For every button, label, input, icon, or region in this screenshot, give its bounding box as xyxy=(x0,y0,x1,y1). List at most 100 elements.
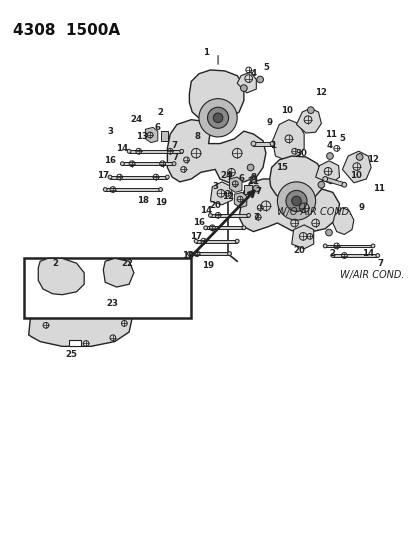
Polygon shape xyxy=(243,185,251,195)
Circle shape xyxy=(235,239,239,243)
Circle shape xyxy=(203,226,207,230)
Text: 21: 21 xyxy=(247,177,259,187)
Text: 24: 24 xyxy=(220,171,232,180)
Polygon shape xyxy=(196,240,237,243)
Polygon shape xyxy=(160,131,168,141)
Text: 4308  1500A: 4308 1500A xyxy=(13,23,120,38)
Text: 7: 7 xyxy=(377,259,383,268)
Polygon shape xyxy=(210,182,232,205)
Circle shape xyxy=(317,181,324,188)
Text: 22: 22 xyxy=(121,259,133,268)
Text: 30: 30 xyxy=(294,149,306,158)
Circle shape xyxy=(208,213,212,217)
Text: W/O AIR COND.: W/O AIR COND. xyxy=(277,207,352,217)
Circle shape xyxy=(109,298,116,305)
Polygon shape xyxy=(167,120,265,183)
Polygon shape xyxy=(272,120,304,160)
Text: 6: 6 xyxy=(238,174,244,183)
Text: 18: 18 xyxy=(182,251,194,260)
Text: 1: 1 xyxy=(269,141,275,150)
Text: 16: 16 xyxy=(104,156,116,165)
Text: W/AIR COND.: W/AIR COND. xyxy=(339,270,403,280)
Polygon shape xyxy=(122,162,173,165)
Text: 20: 20 xyxy=(293,246,304,255)
Bar xyxy=(24,259,191,318)
Text: 4: 4 xyxy=(326,141,332,150)
Text: 4: 4 xyxy=(250,69,256,78)
Circle shape xyxy=(199,99,237,137)
Polygon shape xyxy=(38,259,84,295)
Circle shape xyxy=(246,213,250,217)
Circle shape xyxy=(179,149,183,153)
Polygon shape xyxy=(189,252,229,255)
Text: 12: 12 xyxy=(366,155,378,164)
Text: 9: 9 xyxy=(358,203,364,212)
Polygon shape xyxy=(69,340,81,346)
Polygon shape xyxy=(103,259,133,287)
Circle shape xyxy=(356,154,362,160)
Text: 1: 1 xyxy=(202,48,208,57)
Text: 5: 5 xyxy=(339,134,344,143)
Text: 23: 23 xyxy=(107,299,119,308)
Circle shape xyxy=(270,141,274,146)
Polygon shape xyxy=(105,188,160,191)
Polygon shape xyxy=(332,208,353,235)
Text: 7: 7 xyxy=(171,141,177,150)
Circle shape xyxy=(249,176,256,182)
Polygon shape xyxy=(110,176,167,179)
Text: 3: 3 xyxy=(107,127,113,136)
Text: 2: 2 xyxy=(52,259,58,268)
Polygon shape xyxy=(234,192,246,208)
Circle shape xyxy=(165,175,169,179)
Text: 2: 2 xyxy=(329,249,335,258)
Circle shape xyxy=(256,76,263,83)
Polygon shape xyxy=(324,245,372,247)
Polygon shape xyxy=(324,177,344,187)
Text: 19: 19 xyxy=(202,261,214,270)
Polygon shape xyxy=(129,150,181,152)
Circle shape xyxy=(291,196,301,206)
Circle shape xyxy=(241,226,245,230)
Text: 17: 17 xyxy=(190,232,202,241)
Circle shape xyxy=(172,162,176,166)
Circle shape xyxy=(207,107,228,128)
Circle shape xyxy=(307,107,313,114)
Polygon shape xyxy=(332,254,377,257)
Polygon shape xyxy=(229,177,241,192)
Text: 14: 14 xyxy=(199,206,211,215)
Text: 11: 11 xyxy=(372,184,384,193)
Polygon shape xyxy=(28,295,132,346)
Text: 20: 20 xyxy=(209,201,221,210)
Circle shape xyxy=(323,244,326,248)
Polygon shape xyxy=(205,227,243,229)
Polygon shape xyxy=(189,70,243,122)
Circle shape xyxy=(103,188,107,191)
Text: 7: 7 xyxy=(253,213,259,222)
Polygon shape xyxy=(269,156,323,203)
Polygon shape xyxy=(145,127,157,143)
Circle shape xyxy=(322,176,327,181)
Text: 11: 11 xyxy=(324,130,336,139)
Text: 25: 25 xyxy=(66,350,78,359)
Polygon shape xyxy=(239,179,339,232)
Polygon shape xyxy=(253,142,272,146)
Circle shape xyxy=(240,85,247,92)
Text: 10: 10 xyxy=(280,106,292,115)
Text: 15: 15 xyxy=(275,163,287,172)
Circle shape xyxy=(194,239,197,243)
Text: 19: 19 xyxy=(154,198,166,207)
Text: 8: 8 xyxy=(250,173,256,182)
Circle shape xyxy=(325,229,332,236)
Text: 7: 7 xyxy=(226,173,232,182)
Polygon shape xyxy=(342,151,370,183)
Text: 8: 8 xyxy=(195,132,200,141)
Circle shape xyxy=(158,188,162,191)
Text: 9: 9 xyxy=(266,118,272,127)
Circle shape xyxy=(108,175,112,179)
Polygon shape xyxy=(315,161,339,184)
Circle shape xyxy=(341,182,346,187)
Text: 13: 13 xyxy=(135,132,147,141)
Circle shape xyxy=(127,149,131,153)
Text: 6: 6 xyxy=(154,123,160,132)
Text: 14: 14 xyxy=(361,249,373,258)
